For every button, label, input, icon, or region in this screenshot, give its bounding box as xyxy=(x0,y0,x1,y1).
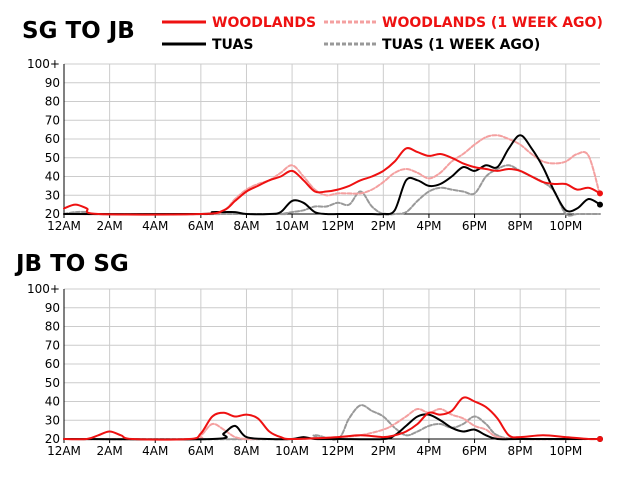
x-tick-label: 10AM xyxy=(275,219,309,233)
x-tick-label: 6PM xyxy=(462,444,487,458)
chart-panel-jb-to-sg: 20 30 40 50 60 70 80 90 100+ 12AM 2AM 4AM 6AM 8AM 10AM… xyxy=(27,282,603,458)
chart-panel-sg-to-jb: 20 30 40 50 60 70 80 90 100+ 12AM 2AM 4AM 6AM 8AM 10AM… xyxy=(27,57,603,233)
y-tick-label: 80 xyxy=(45,95,60,109)
x-tick-label: 6AM xyxy=(188,219,214,233)
series-line-tuas xyxy=(63,134,601,216)
y-tick-label: 20 xyxy=(45,207,60,221)
legend: WOODLANDS WOODLANDS (1 WEEK AGO) TUAS TU… xyxy=(162,15,603,53)
chart-title-jb-to-sg: JB TO SG xyxy=(14,251,129,277)
y-tick-label: 100+ xyxy=(27,57,60,71)
chart-title-sg-to-jb: SG TO JB xyxy=(22,18,135,44)
series-line-woodlands-prev xyxy=(63,407,601,441)
x-tick-label: 10PM xyxy=(549,219,582,233)
y-tick-label: 70 xyxy=(45,338,60,352)
x-tick-label: 6AM xyxy=(188,444,214,458)
x-tick-label: 2PM xyxy=(371,219,396,233)
x-tick-label: 4PM xyxy=(416,219,441,233)
y-tick-label: 20 xyxy=(45,432,60,446)
series-line-tuas xyxy=(63,413,601,441)
x-tick-label: 8PM xyxy=(508,219,533,233)
y-tick-label: 60 xyxy=(45,132,60,146)
y-tick-label: 40 xyxy=(45,395,60,409)
x-tick-label: 12AM xyxy=(47,219,81,233)
y-tick-label: 60 xyxy=(45,357,60,371)
x-tick-label: 6PM xyxy=(462,219,487,233)
y-tick-label: 30 xyxy=(45,188,60,202)
y-tick-label: 30 xyxy=(45,413,60,427)
x-tick-label: 4PM xyxy=(416,444,441,458)
legend-label-woodlands: WOODLANDS xyxy=(212,15,316,31)
y-tick-label: 40 xyxy=(45,170,60,184)
x-tick-label: 2PM xyxy=(371,444,396,458)
series-line-tuas-prev xyxy=(63,404,601,441)
series-line-woodlands xyxy=(63,147,601,216)
series-endpoint-woodlands xyxy=(597,436,603,442)
y-tick-label: 80 xyxy=(45,320,60,334)
series-line-woodlands-prev xyxy=(63,134,601,216)
series-endpoint-tuas xyxy=(597,201,603,208)
y-tick-label: 50 xyxy=(45,151,60,165)
x-tick-label: 2AM xyxy=(97,444,123,458)
x-tick-label: 4AM xyxy=(142,444,168,458)
x-tick-label: 4AM xyxy=(142,219,168,233)
y-tick-label: 70 xyxy=(45,113,60,127)
x-tick-label: 8AM xyxy=(233,444,259,458)
x-tick-label: 12AM xyxy=(47,444,81,458)
x-tick-label: 10PM xyxy=(549,444,582,458)
legend-label-woodlands-prev: WOODLANDS (1 WEEK AGO) xyxy=(382,15,603,31)
x-tick-label: 12PM xyxy=(321,219,354,233)
x-tick-label: 8PM xyxy=(508,444,533,458)
y-tick-label: 100+ xyxy=(27,282,60,296)
y-tick-label: 50 xyxy=(45,376,60,390)
x-tick-label: 12PM xyxy=(321,444,354,458)
legend-label-tuas: TUAS xyxy=(212,37,253,53)
x-tick-label: 10AM xyxy=(275,444,309,458)
series-line-woodlands xyxy=(63,396,601,441)
x-tick-label: 2AM xyxy=(97,219,123,233)
y-tick-label: 90 xyxy=(45,301,60,315)
y-tick-label: 90 xyxy=(45,76,60,90)
legend-label-tuas-prev: TUAS (1 WEEK AGO) xyxy=(382,37,540,53)
series-endpoint-woodlands xyxy=(597,190,603,197)
x-tick-label: 8AM xyxy=(233,219,259,233)
